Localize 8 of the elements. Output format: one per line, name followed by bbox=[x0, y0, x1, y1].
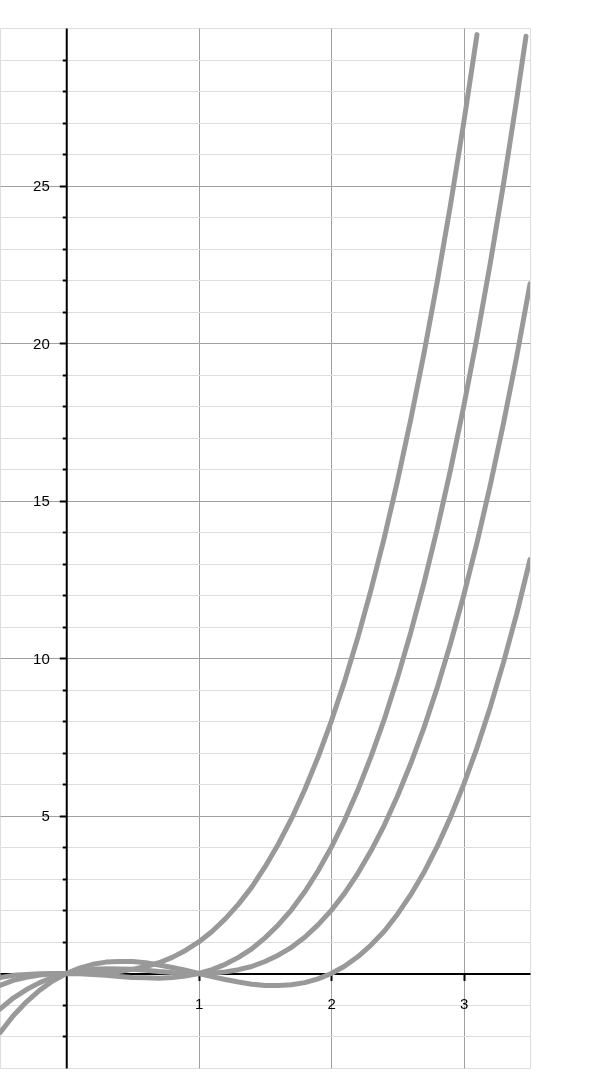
x-tick-label: 2 bbox=[327, 994, 336, 1012]
x-tick-label: 3 bbox=[460, 994, 469, 1012]
y-tick-label: 25 bbox=[33, 177, 50, 195]
y-tick-label: 5 bbox=[41, 807, 50, 825]
y-tick-label: 10 bbox=[33, 649, 50, 667]
x-tick-label: 1 bbox=[195, 994, 204, 1012]
y-tick-label: 20 bbox=[33, 334, 50, 352]
y-tick-label: 15 bbox=[33, 492, 50, 510]
